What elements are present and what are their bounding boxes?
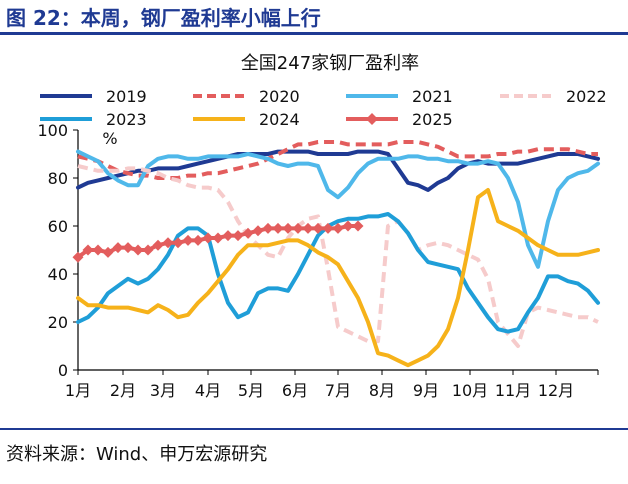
y-tick-label: 80 (48, 169, 68, 188)
legend-marker-2025 (366, 113, 378, 125)
chart: 全国247家钢厂盈利率 2019 2020 2021 2022 2023 2024 2025… (37, 53, 607, 400)
legend-label-2022: 2022 (566, 87, 607, 106)
series-line-2022 (77, 164, 599, 348)
series-line-2019 (76, 149, 600, 192)
legend-label-2019: 2019 (106, 87, 147, 106)
data-point-2025 (302, 222, 314, 234)
y-tick-label: 100 (37, 121, 68, 140)
legend: 2019 2020 2021 2022 2023 2024 2025 (40, 87, 607, 129)
x-tick-label: 8月 (369, 381, 395, 400)
data-point-2025 (252, 225, 264, 237)
legend-label-2021: 2021 (412, 87, 453, 106)
data-point-2025 (262, 222, 274, 234)
data-point-2025 (292, 222, 304, 234)
data-point-2025 (92, 244, 104, 256)
data-point-2025 (342, 220, 354, 232)
x-tick-label: 2月 (110, 381, 136, 400)
y-tick-label: 0 (58, 361, 68, 380)
data-point-2025 (202, 232, 214, 244)
x-tick-label: 3月 (150, 381, 176, 400)
x-tick-label: 9月 (413, 381, 439, 400)
data-point-2025 (152, 239, 164, 251)
legend-label-2020: 2020 (259, 87, 300, 106)
data-point-2025 (332, 222, 344, 234)
x-tick-label: 5月 (238, 381, 264, 400)
series-line-2023 (76, 212, 600, 334)
data-point-2025 (312, 222, 324, 234)
source-rule (0, 428, 628, 430)
plot-area (72, 140, 600, 368)
y-tick-label: 40 (48, 265, 68, 284)
y-tick-label: 20 (48, 313, 68, 332)
data-point-2025 (132, 244, 144, 256)
source-note: 资料来源：Wind、申万宏源研究 (6, 444, 268, 465)
x-tick-label: 10月 (452, 381, 488, 400)
axes: 0 20 40 60 80 100 % 1月 2月 3月 4月 5月 6月 7月 8月 9月 10月 11月 12月 (37, 121, 599, 400)
data-point-2025 (182, 234, 194, 246)
legend-label-2025: 2025 (412, 110, 453, 129)
y-tick-label: 60 (48, 217, 68, 236)
data-point-2025 (222, 230, 234, 242)
chart-title: 全国247家钢厂盈利率 (241, 53, 419, 74)
x-tick-label: 12月 (538, 381, 574, 400)
x-tick-label: 11月 (495, 381, 531, 400)
y-axis-label: % (102, 129, 117, 148)
legend-label-2023: 2023 (106, 110, 147, 129)
data-point-2025 (162, 237, 174, 249)
x-tick-label: 7月 (325, 381, 351, 400)
data-point-2025 (72, 251, 84, 263)
data-point-2025 (112, 242, 124, 254)
legend-label-2024: 2024 (259, 110, 300, 129)
title-rule (0, 32, 628, 35)
x-tick-label: 6月 (282, 381, 308, 400)
data-point-2025 (102, 246, 114, 258)
data-point-2025 (242, 227, 254, 239)
series-line-2021 (76, 149, 600, 269)
data-point-2025 (282, 222, 294, 234)
data-point-2025 (352, 220, 364, 232)
data-point-2025 (232, 230, 244, 242)
data-point-2025 (142, 244, 154, 256)
data-point-2025 (82, 244, 94, 256)
data-point-2025 (172, 237, 184, 249)
data-point-2025 (192, 234, 204, 246)
x-tick-label: 4月 (195, 381, 221, 400)
data-point-2025 (212, 232, 224, 244)
figure-title: 图 22：本周，钢厂盈利率小幅上行 (6, 6, 321, 30)
data-point-2025 (322, 222, 334, 234)
x-tick-label: 1月 (65, 381, 91, 400)
series-line-2024 (76, 188, 600, 368)
data-point-2025 (122, 242, 134, 254)
data-point-2025 (272, 222, 284, 234)
